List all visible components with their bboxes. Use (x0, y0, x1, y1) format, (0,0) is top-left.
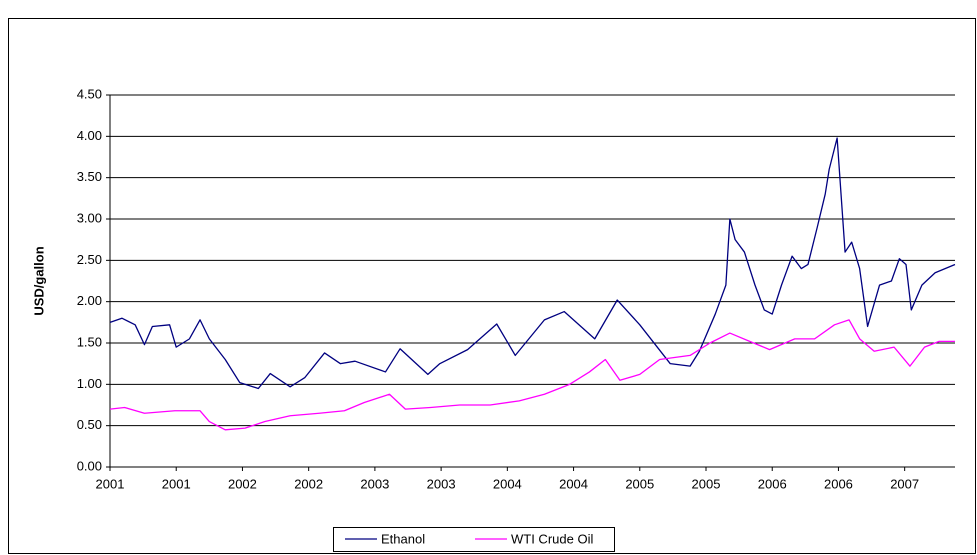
x-tick-label: 2003 (427, 476, 456, 491)
x-tick-label: 2006 (758, 476, 787, 491)
y-tick-label: 3.50 (77, 169, 102, 184)
x-tick-label: 2002 (228, 476, 257, 491)
legend-label: Ethanol (381, 531, 425, 546)
x-tick-label: 2004 (559, 476, 588, 491)
y-tick-label: 2.50 (77, 252, 102, 267)
x-tick-label: 2007 (890, 476, 919, 491)
x-tick-label: 2002 (294, 476, 323, 491)
x-tick-label: 2004 (493, 476, 522, 491)
x-tick-label: 2005 (625, 476, 654, 491)
x-tick-label: 2006 (824, 476, 853, 491)
y-tick-label: 1.00 (77, 376, 102, 391)
y-tick-label: 4.50 (77, 86, 102, 101)
chart-frame (8, 18, 976, 554)
line (109, 137, 956, 390)
y-tick-label: 0.50 (77, 417, 102, 432)
y-tick-label: 4.00 (77, 128, 102, 143)
y-tick-label: 1.50 (77, 334, 102, 349)
y-tick-label: 0.00 (77, 458, 102, 473)
line (109, 319, 955, 431)
x-tick-label: 2003 (360, 476, 389, 491)
legend-label: WTI Crude Oil (511, 531, 593, 546)
y-axis-title: USD/gallon (31, 246, 46, 315)
y-tick-label: 2.00 (77, 293, 102, 308)
x-tick-label: 2001 (96, 476, 125, 491)
y-tick-label: 3.00 (77, 210, 102, 225)
x-tick-label: 2005 (692, 476, 721, 491)
legend-box (333, 527, 615, 552)
x-tick-label: 2001 (162, 476, 191, 491)
